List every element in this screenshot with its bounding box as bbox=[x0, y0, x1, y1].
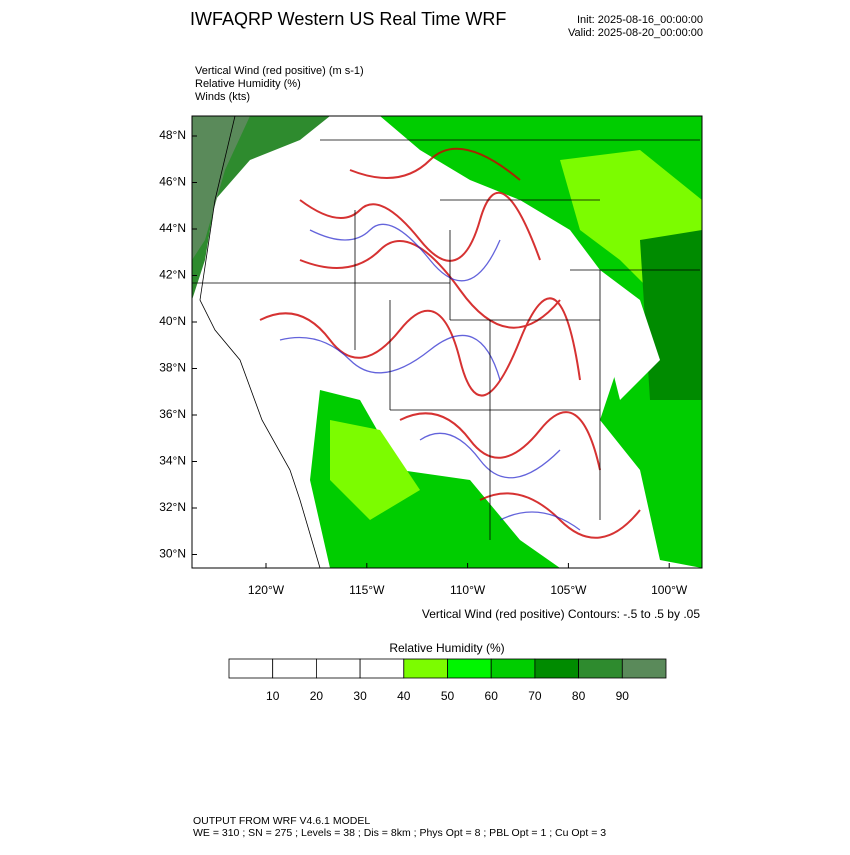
lat-label: 36°N bbox=[159, 407, 186, 421]
valid-time: Valid: 2025-08-20_00:00:00 bbox=[568, 27, 703, 39]
lat-label: 46°N bbox=[159, 175, 186, 189]
contour-note: Vertical Wind (red positive) Contours: -… bbox=[422, 607, 700, 621]
colorbar-box bbox=[534, 658, 580, 679]
colorbar-label: 70 bbox=[528, 689, 542, 703]
colorbar-box bbox=[272, 658, 317, 679]
colorbar-label: 50 bbox=[441, 689, 455, 703]
colorbar-label: 10 bbox=[266, 689, 280, 703]
lat-label: 44°N bbox=[159, 221, 186, 235]
colorbar-box bbox=[447, 658, 492, 679]
footer-line: OUTPUT FROM WRF V4.6.1 MODEL bbox=[193, 815, 370, 827]
lat-label: 48°N bbox=[159, 128, 186, 142]
colorbar-box bbox=[490, 658, 536, 679]
colorbar-box bbox=[621, 658, 667, 679]
colorbar-box bbox=[359, 658, 405, 679]
title: IWFAQRP Western US Real Time WRF bbox=[190, 9, 506, 29]
lat-label: 42°N bbox=[159, 268, 186, 282]
footer-line: WE = 310 ; SN = 275 ; Levels = 38 ; Dis … bbox=[193, 827, 606, 839]
lon-label: 120°W bbox=[248, 583, 285, 597]
init-time: Init: 2025-08-16_00:00:00 bbox=[577, 14, 703, 26]
lat-label: 40°N bbox=[159, 314, 186, 328]
colorbar-label: 40 bbox=[397, 689, 411, 703]
colorbar-label: 80 bbox=[572, 689, 586, 703]
colorbar-label: 90 bbox=[616, 689, 630, 703]
lon-label: 110°W bbox=[450, 583, 486, 597]
colorbar-label: 20 bbox=[310, 689, 324, 703]
lon-label: 100°W bbox=[651, 583, 688, 597]
field-label: Winds (kts) bbox=[195, 91, 250, 103]
colorbar-box bbox=[578, 658, 623, 679]
lon-label: 115°W bbox=[349, 583, 385, 597]
colorbar: 10 20 30 40 50 60 70 80 90 bbox=[228, 658, 667, 703]
lat-label: 34°N bbox=[159, 454, 186, 468]
lat-label: 30°N bbox=[159, 547, 186, 561]
colorbar-box bbox=[315, 658, 361, 679]
lat-label: 32°N bbox=[159, 500, 186, 514]
field-label: Vertical Wind (red positive) (m s-1) bbox=[195, 65, 364, 77]
colorbar-label: 60 bbox=[485, 689, 499, 703]
lat-label: 38°N bbox=[159, 361, 186, 375]
lon-label: 105°W bbox=[550, 583, 587, 597]
field-label: Relative Humidity (%) bbox=[195, 78, 301, 90]
colorbar-label: 30 bbox=[353, 689, 367, 703]
colorbar-title: Relative Humidity (%) bbox=[389, 641, 504, 655]
colorbar-box bbox=[228, 658, 274, 679]
map: 48°N 46°N 44°N 42°N 40°N 38°N 36°N 34°N 32°N 30°N… bbox=[159, 115, 703, 597]
colorbar-box bbox=[403, 658, 448, 679]
